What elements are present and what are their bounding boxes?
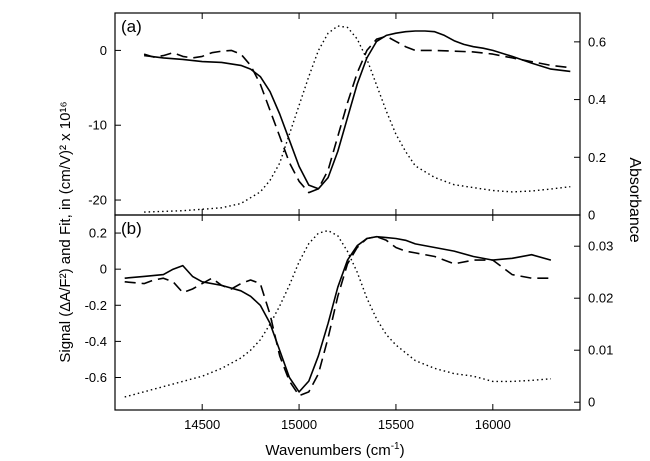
- x-tick-label: 15500: [378, 417, 414, 432]
- series-dashed-line: [124, 235, 551, 397]
- series-dashed-line: [143, 35, 571, 194]
- series-solid-line: [124, 235, 552, 393]
- x-tick-label: 14500: [184, 417, 220, 432]
- series-solid-line: [144, 30, 571, 190]
- right-tick-label: 0: [588, 395, 595, 410]
- x-axis-label: Wavenumbers (cm-1): [265, 441, 404, 459]
- right-tick-label: 0.2: [588, 150, 606, 165]
- right-tick-label: 0.03: [588, 239, 613, 254]
- right-tick-label: 0.02: [588, 291, 613, 306]
- left-tick-label: 0: [100, 262, 107, 277]
- left-tick-label: -0.2: [85, 298, 107, 313]
- panel-frame: [114, 12, 581, 216]
- panel-label: (a): [121, 17, 142, 36]
- series-dotted-line: [124, 229, 551, 398]
- x-tick-label: 15000: [281, 417, 317, 432]
- x-axis-ticks: 14500 15000 15500 16000: [184, 417, 511, 432]
- left-tick-label: -10: [88, 118, 107, 133]
- right-tick-label: 0.01: [588, 343, 613, 358]
- right-tick-label: 0.6: [588, 34, 606, 49]
- panel-frame: [114, 214, 581, 411]
- left-tick-label: -0.4: [85, 334, 107, 349]
- left-tick-label: 0: [100, 43, 107, 58]
- y-axis-right-label: Absorbance: [626, 157, 643, 242]
- left-tick-label: -20: [88, 193, 107, 208]
- series-dotted-line: [144, 25, 571, 213]
- panel-label: (b): [121, 219, 142, 238]
- right-tick-label: 0: [588, 208, 595, 223]
- y-axis-left-label: Signal (ΔA/F²) and Fit, in (cm/V)² x 10¹…: [57, 101, 74, 362]
- x-tick-label: 16000: [475, 417, 511, 432]
- right-tick-label: 0.4: [588, 92, 606, 107]
- panel-a: 0 -10 -20 0 0.2 0.4 0.6 (a): [88, 12, 606, 223]
- left-tick-label: -0.6: [85, 370, 107, 385]
- left-tick-label: 0.2: [89, 226, 107, 241]
- panel-b: 0.2 0 -0.2 -0.4 -0.6 0 0.01 0.02 0.03 (b): [85, 214, 613, 411]
- panels: 0 -10 -20 0 0.2 0.4 0.6 (a) 0.2 0 -0.2 -0.4 -0.6 0 0.0…: [85, 12, 613, 411]
